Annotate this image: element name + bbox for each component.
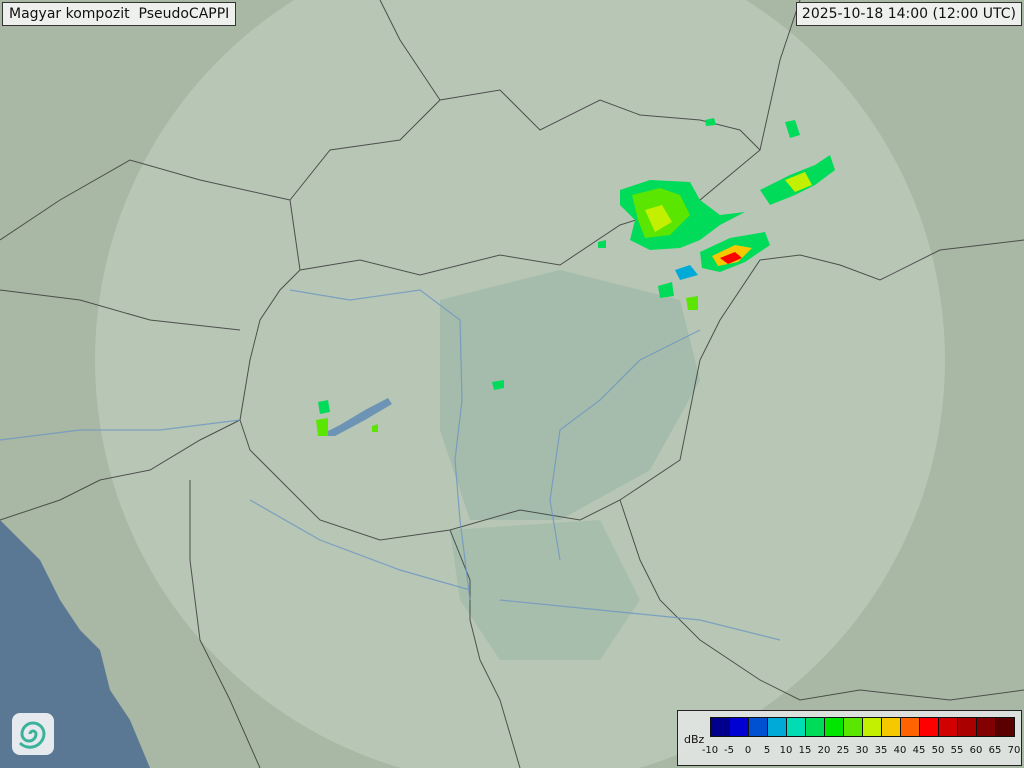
legend-ticks: -10 -5 0 5 10 15 20 25 30 35 40 45 50 55 60 65 70 xyxy=(700,745,1024,759)
radar-echo xyxy=(658,282,674,298)
map-title: Magyar kompozit PseudoCAPPI xyxy=(2,2,237,26)
legend-tick-label: 35 xyxy=(874,745,888,756)
legend-swatch xyxy=(863,718,882,736)
legend-swatch xyxy=(806,718,825,736)
legend-tick-label: 25 xyxy=(836,745,850,756)
radar-echo xyxy=(318,400,330,414)
adriatic-sea xyxy=(0,520,150,768)
legend-swatch xyxy=(882,718,901,736)
legend-tick-label: 5 xyxy=(763,745,771,756)
legend-swatch xyxy=(730,718,749,736)
legend-tick-label: -5 xyxy=(724,745,734,756)
lowland-area xyxy=(440,270,700,520)
legend-swatch xyxy=(749,718,768,736)
radar-echo xyxy=(492,380,504,390)
radar-echo xyxy=(686,296,698,310)
legend-tick-label: 65 xyxy=(988,745,1002,756)
legend-swatch xyxy=(844,718,863,736)
timestamp: 2025-10-18 14:00 (12:00 UTC) xyxy=(795,2,1022,26)
legend-tick-label: 60 xyxy=(969,745,983,756)
radar-echo xyxy=(372,424,378,432)
legend-tick-label: 20 xyxy=(817,745,831,756)
legend-swatch xyxy=(768,718,787,736)
legend-swatch xyxy=(901,718,920,736)
legend-swatch xyxy=(977,718,996,736)
radar-echo xyxy=(705,118,716,126)
lowland-area xyxy=(450,520,640,660)
radar-echo xyxy=(785,120,800,138)
legend-tick-label: -10 xyxy=(701,745,719,756)
radar-echo xyxy=(785,172,812,192)
legend-unit: dBz xyxy=(684,733,705,746)
legend-swatch xyxy=(787,718,806,736)
radar-echo xyxy=(720,252,742,264)
legend-tick-label: 70 xyxy=(1007,745,1021,756)
spiral-logo-icon xyxy=(12,713,54,755)
dbz-legend: dBz -10 -5 0 5 10 15 20 25 30 35 40 45 50 55 60 65 70 xyxy=(677,710,1022,766)
lake-balaton xyxy=(318,398,392,436)
legend-swatch xyxy=(996,718,1014,736)
legend-swatch xyxy=(939,718,958,736)
legend-tick-label: 0 xyxy=(744,745,752,756)
legend-tick-label: 50 xyxy=(931,745,945,756)
legend-tick-label: 55 xyxy=(950,745,964,756)
radar-echo xyxy=(645,205,672,232)
legend-swatch xyxy=(825,718,844,736)
radar-echo xyxy=(316,418,328,436)
legend-tick-label: 40 xyxy=(893,745,907,756)
radar-echoes xyxy=(316,118,835,436)
legend-tick-label: 10 xyxy=(779,745,793,756)
legend-swatch xyxy=(711,718,730,736)
legend-tick-label: 15 xyxy=(798,745,812,756)
rivers xyxy=(0,289,781,641)
legend-swatch xyxy=(958,718,977,736)
legend-color-bar xyxy=(710,717,1015,737)
radar-echo xyxy=(598,240,606,248)
legend-tick-label: 45 xyxy=(912,745,926,756)
legend-tick-label: 30 xyxy=(855,745,869,756)
radar-echo xyxy=(675,265,698,280)
legend-swatch xyxy=(920,718,939,736)
